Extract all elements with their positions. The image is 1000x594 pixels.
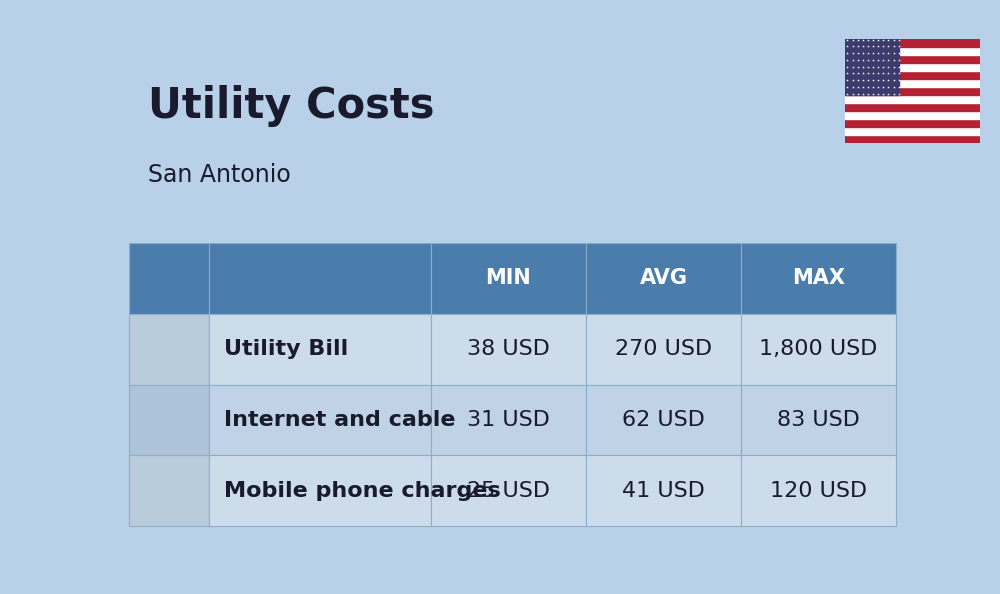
Bar (845, 135, 980, 143)
FancyBboxPatch shape (209, 384, 431, 456)
Bar (845, 46, 980, 55)
FancyBboxPatch shape (209, 456, 431, 526)
Bar (845, 39, 899, 94)
FancyBboxPatch shape (129, 314, 209, 384)
Text: Utility Bill: Utility Bill (224, 339, 348, 359)
FancyBboxPatch shape (431, 314, 586, 384)
FancyBboxPatch shape (586, 314, 741, 384)
FancyBboxPatch shape (129, 243, 209, 314)
Bar (845, 78, 980, 87)
FancyBboxPatch shape (741, 456, 896, 526)
FancyBboxPatch shape (741, 243, 896, 314)
Bar (845, 94, 980, 103)
FancyBboxPatch shape (129, 384, 209, 456)
FancyBboxPatch shape (431, 243, 586, 314)
FancyBboxPatch shape (741, 314, 896, 384)
FancyBboxPatch shape (586, 456, 741, 526)
Text: 25 USD: 25 USD (467, 481, 550, 501)
FancyBboxPatch shape (741, 384, 896, 456)
Bar (845, 55, 980, 62)
Text: San Antonio: San Antonio (148, 163, 291, 187)
Text: Utility Costs: Utility Costs (148, 85, 435, 127)
FancyBboxPatch shape (586, 384, 741, 456)
FancyBboxPatch shape (209, 243, 431, 314)
Text: 120 USD: 120 USD (770, 481, 867, 501)
Bar (845, 87, 980, 94)
Text: 83 USD: 83 USD (777, 410, 860, 430)
FancyBboxPatch shape (209, 314, 431, 384)
Text: AVG: AVG (639, 268, 687, 288)
Bar (845, 62, 980, 71)
Text: MAX: MAX (792, 268, 845, 288)
FancyBboxPatch shape (586, 243, 741, 314)
Bar (845, 127, 980, 135)
Text: Internet and cable: Internet and cable (224, 410, 456, 430)
FancyBboxPatch shape (129, 456, 209, 526)
Text: 270 USD: 270 USD (615, 339, 712, 359)
Text: 1,800 USD: 1,800 USD (759, 339, 878, 359)
Bar (845, 71, 980, 78)
Bar (845, 39, 980, 46)
FancyBboxPatch shape (431, 456, 586, 526)
Text: 38 USD: 38 USD (467, 339, 550, 359)
FancyBboxPatch shape (431, 384, 586, 456)
Bar (845, 119, 980, 127)
Bar (845, 110, 980, 119)
Text: MIN: MIN (485, 268, 531, 288)
Text: Mobile phone charges: Mobile phone charges (224, 481, 501, 501)
Text: 62 USD: 62 USD (622, 410, 705, 430)
Text: 31 USD: 31 USD (467, 410, 550, 430)
Text: 41 USD: 41 USD (622, 481, 705, 501)
Bar (845, 103, 980, 110)
